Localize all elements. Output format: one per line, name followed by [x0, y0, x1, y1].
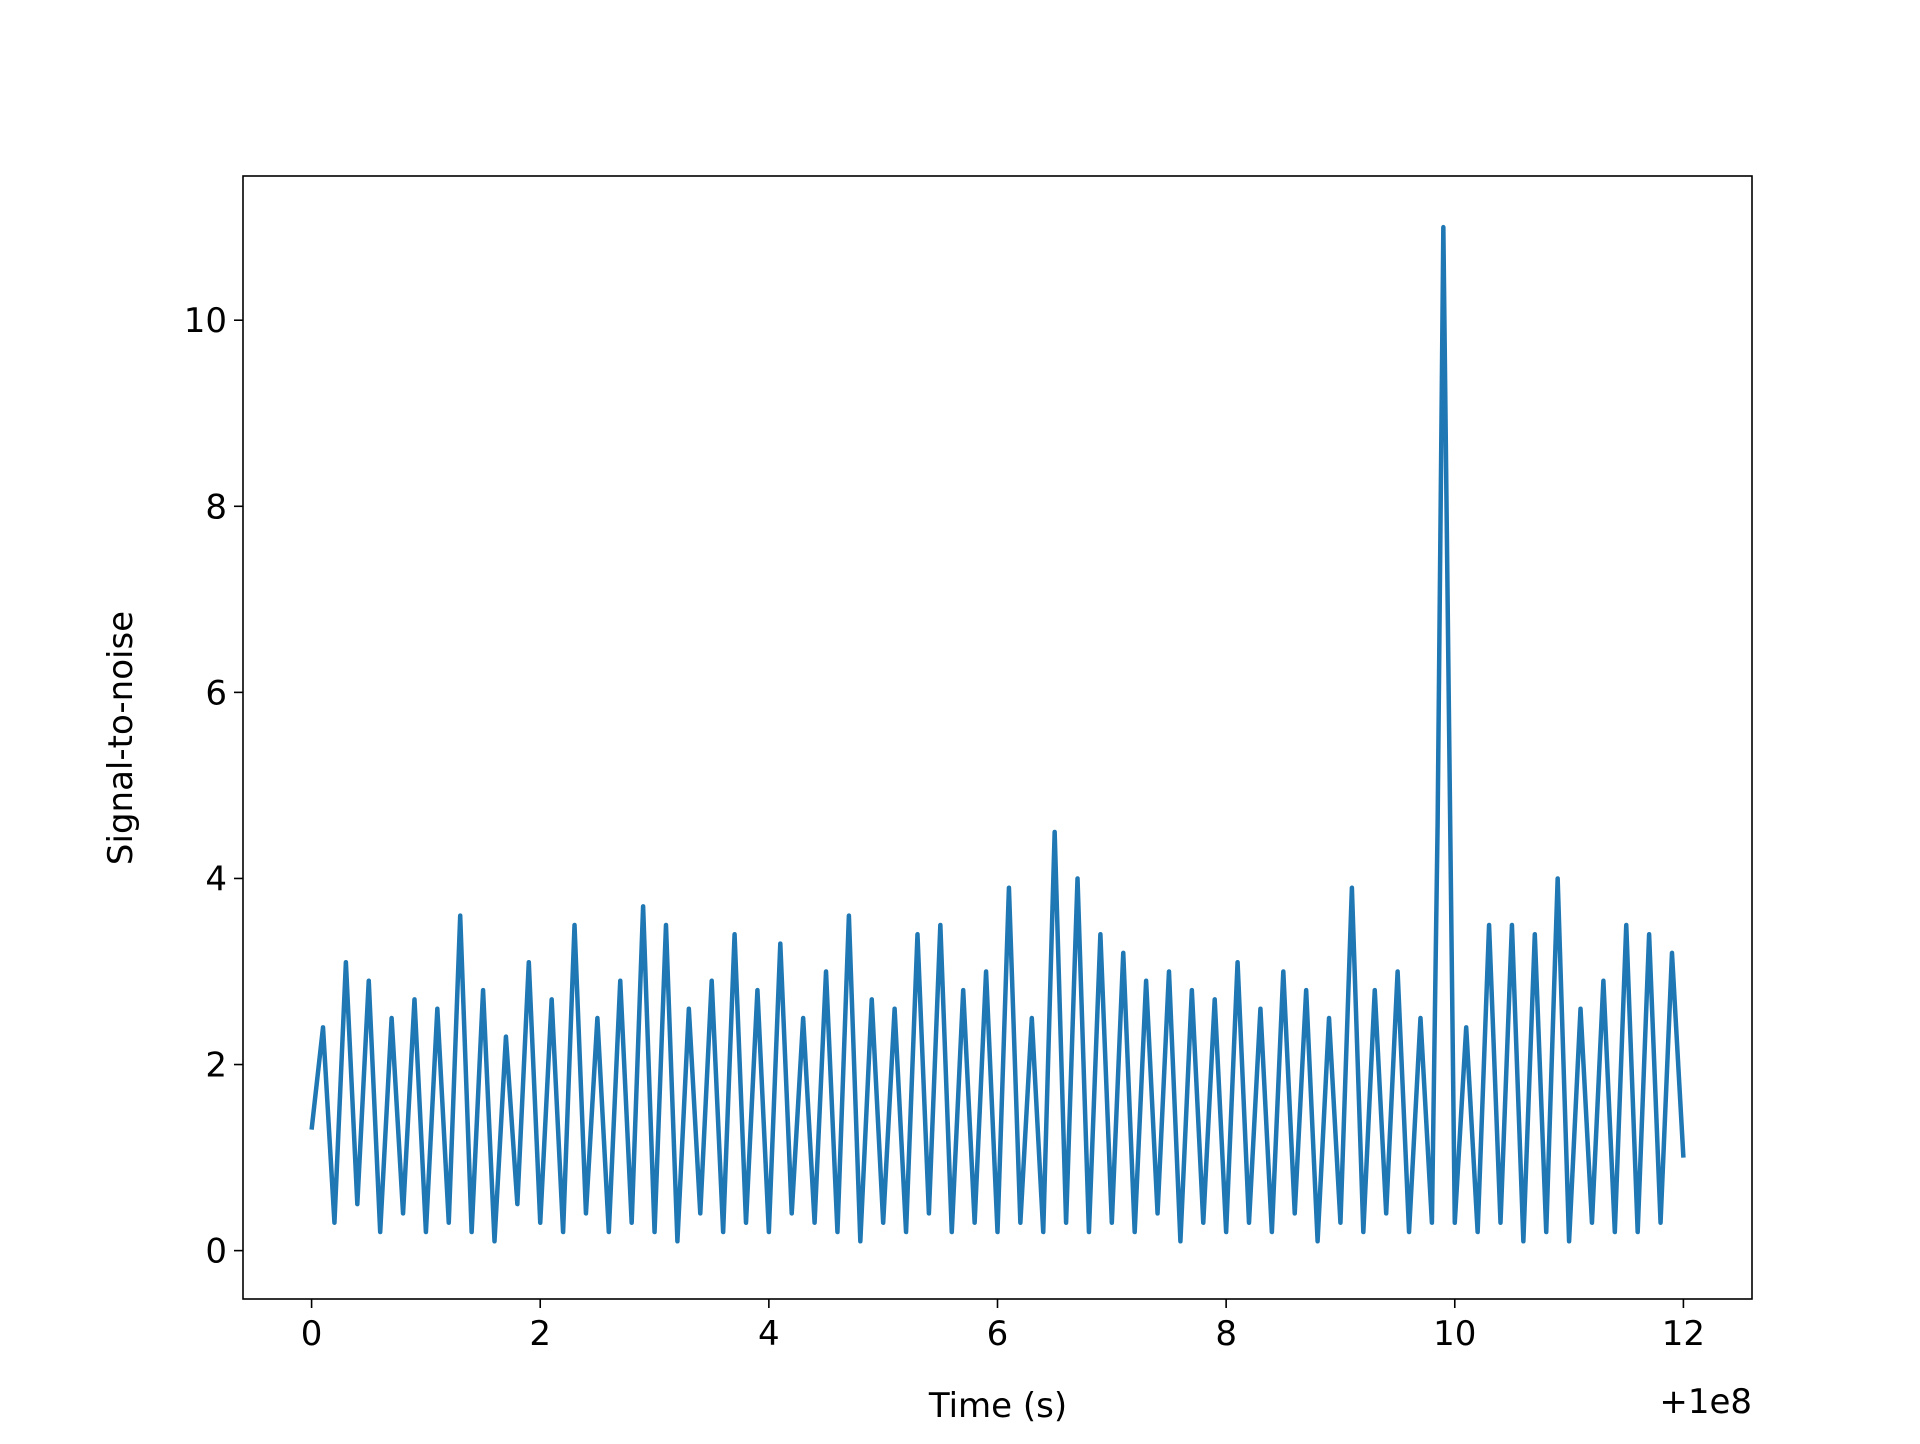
y-tick-label: 8: [205, 487, 227, 527]
x-tick-label: 10: [1433, 1314, 1476, 1354]
y-tick-label: 4: [205, 859, 227, 899]
y-tick-label: 0: [205, 1232, 227, 1272]
plot-frame: [242, 175, 1753, 1300]
y-tick-label: 10: [184, 301, 227, 341]
y-tick-label: 6: [205, 673, 227, 713]
x-tick-label: 2: [529, 1314, 551, 1354]
x-tick-label: 4: [758, 1314, 780, 1354]
x-offset-label: +1e8: [1659, 1382, 1752, 1422]
x-tick-label: 6: [987, 1314, 1009, 1354]
y-tick-label: 2: [205, 1046, 227, 1086]
x-tick-label: 12: [1662, 1314, 1705, 1354]
series-line: [309, 224, 1686, 1244]
y-axis-label: Signal-to-noise: [101, 611, 141, 865]
x-axis-label: Time (s): [928, 1386, 1067, 1426]
x-tick-label: 8: [1215, 1314, 1237, 1354]
x-tick-label: 0: [301, 1314, 323, 1354]
